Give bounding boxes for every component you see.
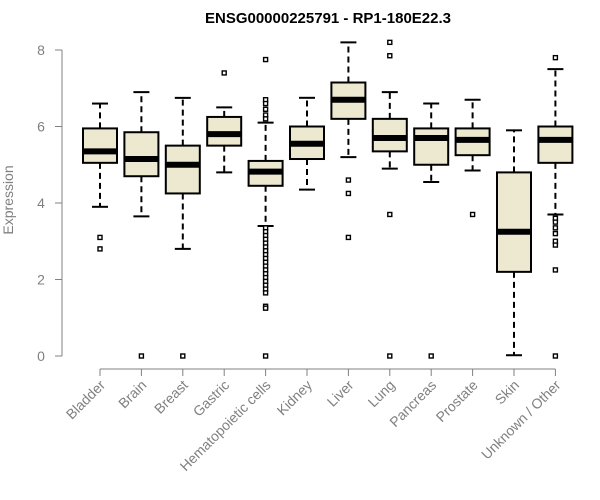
outlier-point xyxy=(262,305,269,311)
box-group xyxy=(123,91,160,359)
y-axis-label: Expression xyxy=(0,165,16,234)
outlier-point xyxy=(387,53,393,59)
x-tick-label: Lung xyxy=(365,377,398,410)
outlier-point xyxy=(345,190,352,197)
box-iqr xyxy=(82,127,118,164)
outlier-point xyxy=(262,56,269,63)
outlier-point xyxy=(387,353,393,359)
chart-title: ENSG00000225791 - RP1-180E22.3 xyxy=(205,10,451,27)
outlier-point xyxy=(262,116,269,122)
box-iqr xyxy=(164,144,201,195)
box-group xyxy=(247,56,284,359)
outlier-point xyxy=(97,234,103,241)
outlier-point xyxy=(552,267,559,273)
outlier-point xyxy=(469,211,476,218)
outlier-point xyxy=(552,242,559,248)
x-tick-label: Prostate xyxy=(433,377,481,425)
box-group xyxy=(330,41,367,241)
outlier-point xyxy=(262,290,269,296)
outlier-point xyxy=(387,211,393,218)
outlier-point xyxy=(262,106,269,112)
box-iqr xyxy=(537,125,574,164)
box-group xyxy=(537,54,574,359)
y-tick-label: 0 xyxy=(37,348,45,364)
boxes-group xyxy=(82,39,574,359)
outlier-point xyxy=(97,246,103,252)
box-group xyxy=(371,39,408,359)
x-tick-label: Brain xyxy=(115,377,149,411)
outlier-point xyxy=(387,39,393,46)
box-group xyxy=(413,102,450,359)
y-tick-label: 4 xyxy=(37,195,45,211)
box-iqr xyxy=(123,131,160,178)
box-group xyxy=(206,70,243,174)
outlier-point xyxy=(428,353,434,359)
outlier-point xyxy=(138,353,145,359)
outlier-point xyxy=(552,54,559,61)
outlier-point xyxy=(552,230,559,237)
outlier-point xyxy=(345,234,352,241)
y-tick-label: 8 xyxy=(37,42,45,58)
box-group xyxy=(289,96,325,191)
outlier-point xyxy=(262,353,269,359)
outlier-point xyxy=(262,100,269,107)
outlier-point xyxy=(345,177,352,183)
outlier-point xyxy=(552,225,559,231)
y-axis: 0 2 4 6 8 xyxy=(37,42,63,364)
box-group xyxy=(164,96,201,359)
x-tick-label: Unknown / Other xyxy=(478,377,564,463)
box-group xyxy=(82,102,118,252)
y-tick-label: 2 xyxy=(37,272,45,288)
x-tick-label: Bladder xyxy=(63,377,109,423)
outlier-point xyxy=(221,70,227,76)
box-group xyxy=(496,129,532,357)
x-tick-label: Skin xyxy=(492,377,523,408)
x-tick-label: Breast xyxy=(151,377,191,417)
x-tick-label: Liver xyxy=(324,377,357,410)
box-iqr xyxy=(413,127,450,166)
x-tick-label: Kidney xyxy=(274,377,316,419)
box-group xyxy=(454,98,491,218)
outlier-point xyxy=(552,353,559,359)
outlier-point xyxy=(552,219,559,225)
outlier-point xyxy=(180,353,186,359)
box-iqr xyxy=(496,171,532,273)
y-tick-label: 6 xyxy=(37,119,45,135)
